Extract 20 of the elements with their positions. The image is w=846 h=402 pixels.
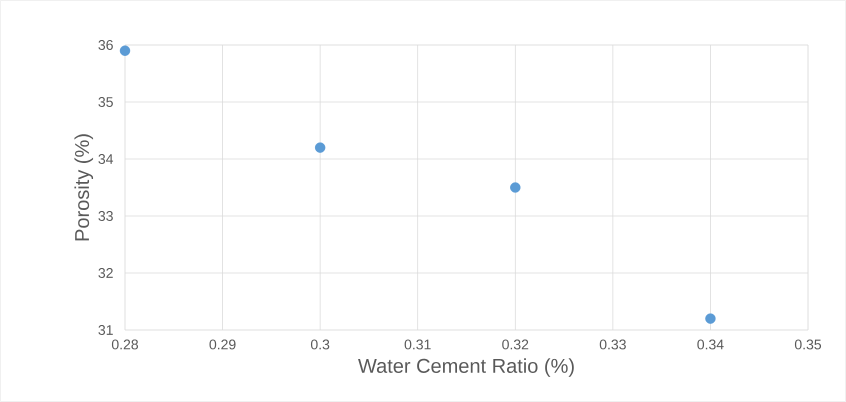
x-tick-label: 0.3 bbox=[310, 340, 330, 350]
y-axis-title: Porosity (%) bbox=[74, 134, 94, 240]
y-tick-label: 33 bbox=[98, 211, 113, 221]
x-axis-title: Water Cement Ratio (%) bbox=[358, 358, 574, 377]
point bbox=[705, 313, 716, 324]
y-tick-label: 34 bbox=[98, 154, 114, 164]
point bbox=[314, 142, 326, 153]
y-tick-label: 32 bbox=[98, 268, 113, 278]
x-tick-label: 0.32 bbox=[502, 340, 528, 350]
y-tick-label: 36 bbox=[98, 40, 113, 50]
x-tick-label: 0.29 bbox=[209, 340, 236, 350]
x-tick-label: 0.28 bbox=[112, 340, 138, 350]
x-tick-label: 0.33 bbox=[600, 340, 626, 350]
point bbox=[120, 46, 130, 56]
x-tick-label: 0.31 bbox=[404, 340, 431, 350]
x-tick-label: 0.34 bbox=[697, 340, 724, 350]
point bbox=[510, 182, 520, 193]
x-tick-label: 0.35 bbox=[794, 340, 822, 350]
y-tick-label: 35 bbox=[98, 97, 113, 107]
y-tick-label: 31 bbox=[98, 325, 113, 335]
